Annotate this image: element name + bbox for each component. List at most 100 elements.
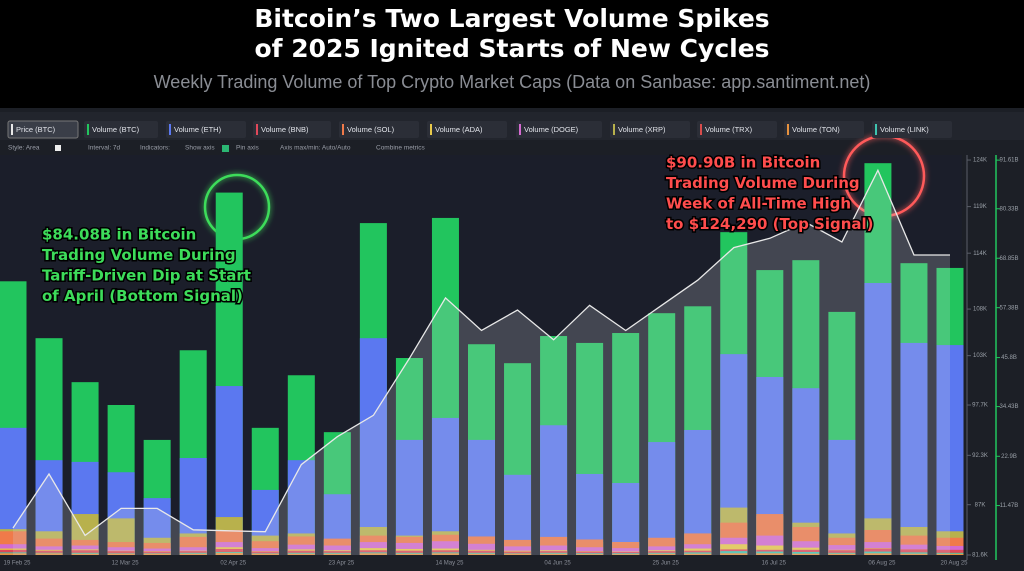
legend-label: Volume (ADA): [435, 125, 483, 134]
y2-tick-label: 114K: [973, 251, 987, 257]
axes-layer: 11.47B 22.9B 34.43B 45.8B 57.38B 68.85B 80.33B…: [3, 158, 1018, 567]
legend-swatch: [11, 124, 13, 135]
annotation-line: Tariff-Driven Dip at Start: [42, 267, 251, 285]
volume-bar: [684, 553, 712, 555]
y2-tick-label: 87K: [975, 502, 986, 508]
annotation-line: $90.90B in Bitcoin: [666, 154, 820, 172]
title-line: of 2025 Ignited Starts of New Cycles: [254, 34, 769, 63]
settings-item[interactable]: Combine metrics: [376, 145, 426, 152]
y2-tick-label: 119K: [973, 204, 987, 210]
annotation-line: of April (Bottom Signal): [42, 287, 243, 305]
volume-bar: [648, 442, 676, 555]
volume-bar: [720, 553, 748, 555]
volume-bar: [936, 345, 964, 555]
volume-bar: [35, 553, 63, 555]
x-tick-label: 16 Jul 25: [762, 561, 787, 567]
volume-bar: [756, 553, 784, 555]
y2-tick-label: 97.7K: [972, 403, 988, 409]
x-tick-label: 02 Apr 25: [220, 561, 246, 567]
settings-item[interactable]: Indicators:: [140, 145, 170, 152]
legend-label: Volume (TRX): [705, 125, 753, 134]
legend-item[interactable]: [427, 121, 507, 138]
volume-bar: [828, 553, 856, 555]
price-area-fill: [13, 170, 950, 556]
volume-bar: [720, 551, 748, 555]
legend-label: Volume (BTC): [92, 125, 140, 134]
x-tick-label: 14 May 25: [435, 561, 464, 567]
volume-bar: [936, 553, 964, 555]
volume-bar: [792, 551, 820, 555]
legend-swatch: [169, 124, 171, 135]
annotation-line: Trading Volume During: [666, 174, 860, 192]
volume-bar: [107, 553, 135, 555]
y2-tick-label: 81.6K: [972, 553, 988, 559]
volume-bar: [143, 553, 171, 555]
x-tick-label: 19 Feb 25: [3, 561, 31, 567]
y2-tick-label: 92.3K: [972, 453, 988, 459]
volume-bar: [431, 553, 459, 555]
legend-item[interactable]: [610, 121, 690, 138]
bars-layer: [0, 163, 964, 556]
price-layer: [12, 168, 950, 556]
y-tick-label: 22.9B: [1001, 454, 1017, 460]
volume-bar: [468, 543, 495, 555]
volume-bar: [576, 554, 604, 555]
y2-tick-label: 103K: [973, 353, 987, 359]
legend-swatch: [87, 124, 89, 135]
legend-item[interactable]: [253, 121, 331, 138]
x-tick-label: 04 Jun 25: [544, 561, 571, 567]
legend-item[interactable]: [339, 121, 419, 138]
legend-item[interactable]: [7, 120, 79, 139]
x-tick-label: 06 Aug 25: [868, 561, 896, 567]
legend-label: Price (BTC): [16, 125, 56, 134]
annotation-line: Trading Volume During: [42, 246, 236, 264]
legend-item[interactable]: [166, 121, 246, 138]
volume-bar: [540, 553, 568, 555]
legend-item[interactable]: [784, 121, 864, 138]
y2-tick-label: 124K: [973, 158, 987, 164]
checkbox[interactable]: [55, 145, 61, 151]
legend-swatch: [875, 124, 877, 135]
legend-swatch: [256, 124, 258, 135]
volume-bar: [71, 553, 99, 555]
price-line: [12, 168, 950, 537]
volume-bar: [179, 553, 207, 555]
settings-item[interactable]: Style: Area: [8, 145, 40, 152]
settings-item[interactable]: Axis max/min: Auto/Auto: [280, 145, 351, 152]
volume-bar: [468, 439, 495, 555]
volume-bar: [540, 425, 568, 555]
legend-swatch: [430, 124, 432, 135]
volume-bar: [648, 553, 676, 555]
x-tick-label: 20 Aug 25: [940, 561, 968, 567]
legend-label: Volume (DOGE): [524, 125, 579, 134]
volume-bar: [359, 338, 387, 555]
legend-swatch: [700, 124, 702, 135]
y-tick-label: 68.85B: [999, 256, 1018, 262]
volume-bar: [359, 553, 387, 555]
settings-item[interactable]: Pin axis: [236, 145, 260, 152]
settings-item[interactable]: Interval: 7d: [88, 145, 121, 152]
legend-swatch: [342, 124, 344, 135]
legend-item[interactable]: [84, 121, 158, 138]
legend-item[interactable]: [516, 121, 602, 138]
checkbox[interactable]: [222, 145, 229, 152]
y-tick-label: 34.43B: [999, 404, 1018, 410]
legend-label: Volume (LINK): [880, 125, 929, 134]
annotation-line: to $124,290 (Top Signal): [666, 215, 874, 233]
settings-item[interactable]: Show axis: [185, 145, 215, 152]
volume-bar: [215, 552, 243, 555]
subtitle: Weekly Trading Volume of Top Crypto Mark…: [154, 72, 871, 92]
y-tick-label: 91.61B: [999, 158, 1018, 164]
ui-layer: Price (BTC) Volume (BTC) Volume (ETH) Volum…: [7, 120, 952, 152]
legend-item[interactable]: [697, 121, 777, 138]
annotation-line: $84.08B in Bitcoin: [42, 226, 196, 244]
legend-item[interactable]: [872, 121, 952, 138]
volume-bar: [792, 553, 820, 555]
legend-label: Volume (SOL): [347, 125, 395, 134]
volume-bar: [468, 553, 495, 555]
annotation-line: Week of All-Time High: [666, 195, 851, 213]
legend-swatch: [787, 124, 789, 135]
x-tick-label: 23 Apr 25: [329, 561, 355, 567]
